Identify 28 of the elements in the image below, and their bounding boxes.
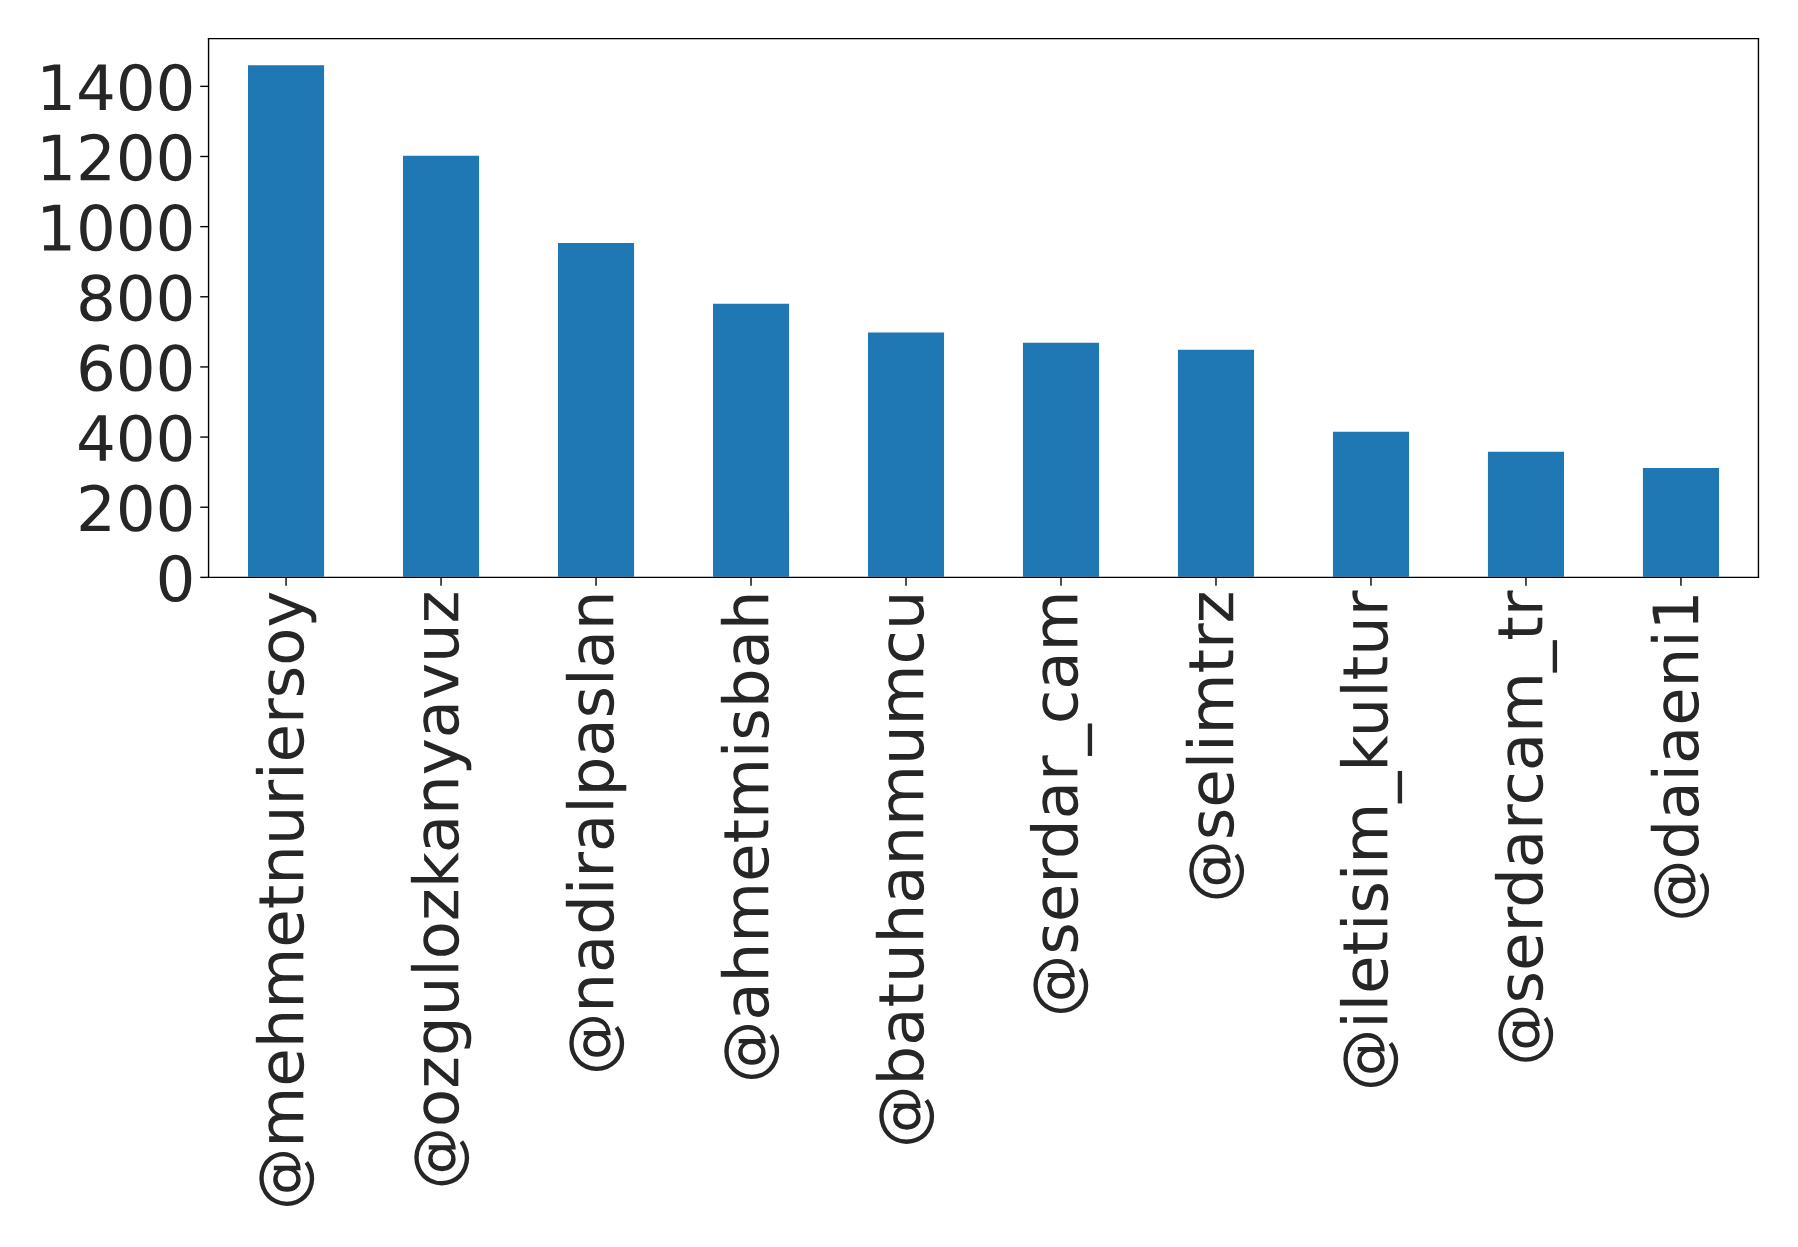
x-tick-label: @iletisim_kultur xyxy=(1339,590,1403,1088)
x-tick-label: @daiaeni1 xyxy=(1650,596,1710,918)
bar xyxy=(246,63,326,578)
y-tick-label: 600 xyxy=(80,344,192,392)
x-tick-label: @ahmetmisbah xyxy=(720,595,780,1080)
x-tick-label: @batuhanmumcu xyxy=(875,596,935,1144)
y-tick-label: 400 xyxy=(79,414,192,462)
x-tick-label: @nadiralpaslan xyxy=(565,595,627,1072)
y-tick-label: 1400 xyxy=(43,63,192,111)
x-tick-label: @selimtrz xyxy=(1185,593,1245,899)
y-tick-label: 1200 xyxy=(43,133,192,182)
bar xyxy=(556,241,636,578)
y-tick-label: 1000 xyxy=(43,204,192,252)
y-tick-label: 800 xyxy=(80,274,192,322)
x-tick-label: @mehmetnuriersoy xyxy=(255,592,317,1206)
x-tick-label: @serdarcam_tr xyxy=(1494,590,1558,1062)
bar xyxy=(711,302,791,578)
bar xyxy=(1331,430,1411,578)
x-tick-label: @ozgulozkanyavuz xyxy=(410,593,472,1186)
y-tick-label: 0 xyxy=(159,554,192,602)
bar xyxy=(1641,466,1721,578)
bar xyxy=(1176,348,1256,578)
x-tick-label: @serdar_cam xyxy=(1029,595,1093,1014)
bar xyxy=(1486,450,1566,578)
bar xyxy=(866,331,946,578)
bar xyxy=(401,154,481,578)
y-tick-label: 200 xyxy=(80,484,192,532)
bar xyxy=(1021,341,1101,578)
